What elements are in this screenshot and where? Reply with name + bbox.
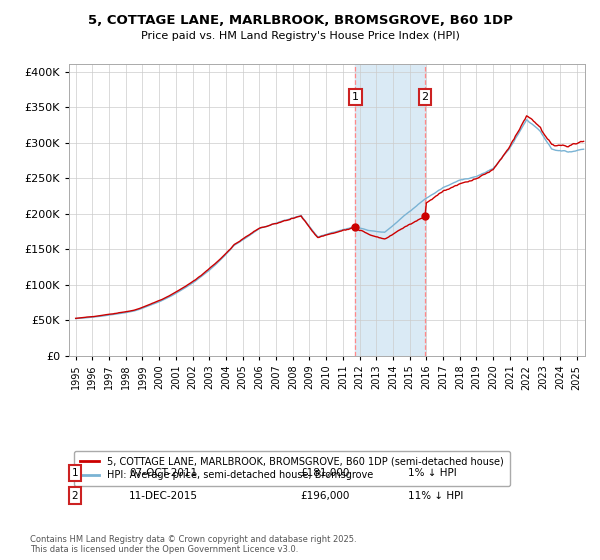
Text: 2: 2 bbox=[421, 92, 428, 102]
Text: £196,000: £196,000 bbox=[300, 491, 349, 501]
Text: 11% ↓ HPI: 11% ↓ HPI bbox=[408, 491, 463, 501]
Text: 1% ↓ HPI: 1% ↓ HPI bbox=[408, 468, 457, 478]
Text: £181,000: £181,000 bbox=[300, 468, 349, 478]
Legend: 5, COTTAGE LANE, MARLBROOK, BROMSGROVE, B60 1DP (semi-detached house), HPI: Aver: 5, COTTAGE LANE, MARLBROOK, BROMSGROVE, … bbox=[74, 451, 509, 486]
Text: 2: 2 bbox=[71, 491, 79, 501]
Text: Price paid vs. HM Land Registry's House Price Index (HPI): Price paid vs. HM Land Registry's House … bbox=[140, 31, 460, 41]
Text: 1: 1 bbox=[71, 468, 79, 478]
Text: 07-OCT-2011: 07-OCT-2011 bbox=[129, 468, 197, 478]
Text: 1: 1 bbox=[352, 92, 359, 102]
Text: Contains HM Land Registry data © Crown copyright and database right 2025.
This d: Contains HM Land Registry data © Crown c… bbox=[30, 535, 356, 554]
Text: 11-DEC-2015: 11-DEC-2015 bbox=[129, 491, 198, 501]
Bar bbox=[355, 64, 425, 356]
Text: 5, COTTAGE LANE, MARLBROOK, BROMSGROVE, B60 1DP: 5, COTTAGE LANE, MARLBROOK, BROMSGROVE, … bbox=[88, 14, 512, 27]
